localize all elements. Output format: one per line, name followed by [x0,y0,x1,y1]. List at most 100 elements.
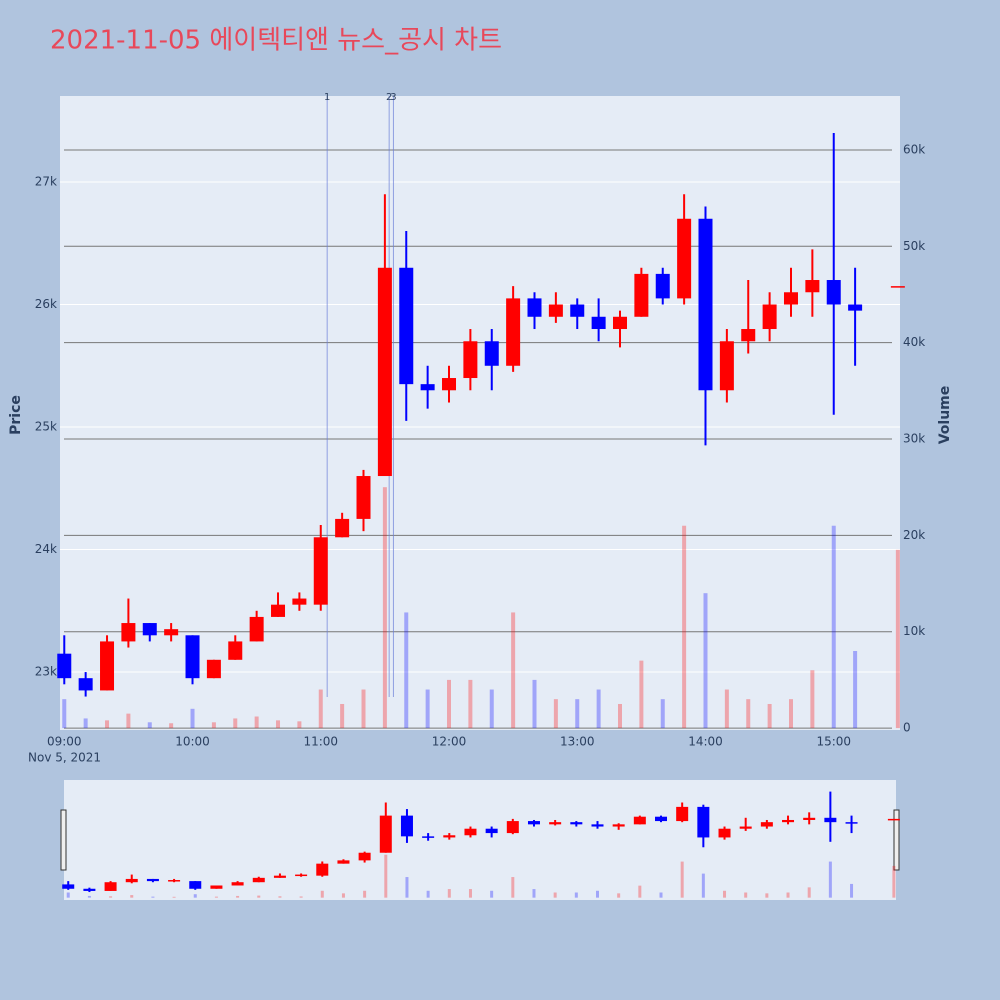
candle-body [506,298,521,366]
mini-candle-body [697,806,710,838]
volume-bar [169,723,174,729]
mini-candle-body [252,877,265,883]
volume-bar [62,699,67,729]
volume-bar [746,699,751,729]
mini-volume-bar [765,893,769,898]
mini-volume-bar [490,890,494,898]
y2-tick-label: 60k [903,142,925,156]
mini-volume-bar [723,890,727,898]
candle-body [377,267,392,477]
mini-candle-body [464,828,477,836]
mini-candle-body [316,863,329,876]
slider-handle[interactable] [60,809,67,871]
y2-axis-title: Volume [937,386,953,445]
volume-bar [276,720,281,729]
candle-body [527,298,542,317]
volume-bar [553,699,558,729]
mini-candle-body [210,885,223,889]
slider-handle[interactable] [893,809,900,871]
candle-body [420,384,435,391]
mini-volume-bar [109,896,113,898]
mini-candle-body [62,884,75,889]
candle-body [335,518,350,538]
mini-candle-body [83,888,96,891]
mini-volume-bar [617,893,621,898]
volume-bar [211,722,216,729]
mini-volume-bar [595,890,599,898]
mini-candle-body [718,828,731,838]
volume-bar [831,525,836,729]
volume-bar [190,708,195,729]
volume-bar [318,689,323,729]
volume-bar [682,525,687,729]
y-tick-label: 26k [35,297,57,311]
mini-volume-bar [532,889,536,898]
mini-volume-bar [807,887,811,898]
volume-bar [297,721,302,729]
y2-tick-label: 10k [903,624,925,638]
volume-bar [703,593,708,729]
y-tick-label: 25k [35,420,57,434]
mini-candle-body [824,817,837,823]
mini-volume-bar [553,892,557,898]
volume-bar [895,549,900,729]
x-tick-label: 14:00 [688,735,723,749]
candle-body [848,304,863,311]
candle-body [100,641,115,691]
volume-bar [639,660,644,729]
candle-body [890,286,905,288]
mini-candle-body [803,817,816,820]
mini-candle-body [146,878,159,882]
y2-tick-label: 50k [903,239,925,253]
mini-candle-body [231,882,244,886]
x-tick-label: 15:00 [816,735,851,749]
mini-candle-body [591,824,604,827]
mini-candle-body [273,875,286,878]
mini-volume-bar [341,893,345,898]
candle-body [548,304,563,317]
x-tick-label: 10:00 [175,735,210,749]
x-tick-label: 13:00 [560,735,595,749]
volume-bar [489,689,494,729]
mini-volume-bar [363,890,367,898]
candle-body [206,659,221,679]
mini-candle-body [887,818,900,821]
mini-candle-body [337,860,350,864]
mini-volume-bar [405,877,409,898]
mini-volume-bar [130,895,134,898]
candle-body [783,292,798,305]
candle-body [271,604,286,617]
candle-body [634,273,649,317]
y2-tick-label: 0 [903,721,911,735]
volume-bar [233,718,238,729]
range-slider[interactable] [64,780,896,900]
mini-volume-bar [744,892,748,898]
mini-candle-body [633,816,646,825]
mini-candle-body [782,819,795,823]
mini-volume-bar [299,896,303,898]
mini-candle-body [358,852,371,861]
x-tick-label: 12:00 [432,735,467,749]
volume-bar [853,650,858,729]
candle-body [591,316,606,330]
candle-body [121,623,136,642]
volume-bar [532,679,537,729]
candle-body [249,616,264,642]
volume-bar [254,716,259,729]
x-date-label: Nov 5, 2021 [28,751,101,765]
y2-tick-label: 40k [903,335,925,349]
mini-candle-body [570,822,583,825]
volume-bar [724,689,729,729]
mini-candle-body [295,874,308,877]
y2-tick-label: 20k [903,528,925,542]
x-tick-label: 11:00 [303,735,338,749]
volume-bar [340,703,345,729]
candle-body [655,273,670,299]
mini-candle-body [400,815,413,837]
mini-volume-bar [828,861,832,898]
volume-bar [404,612,409,729]
mini-candle-body [655,816,668,822]
mini-candle-body [612,824,625,827]
mini-volume-bar [172,896,176,898]
news-label: 1 [324,92,330,103]
